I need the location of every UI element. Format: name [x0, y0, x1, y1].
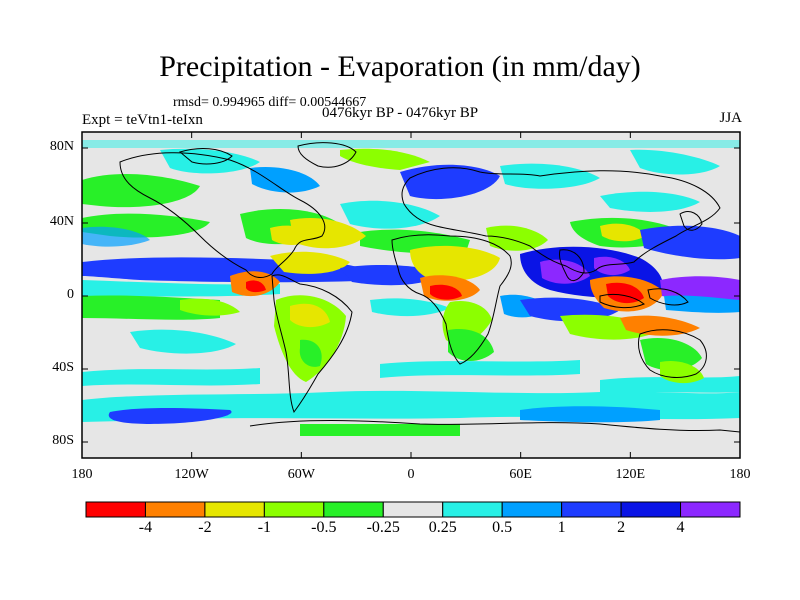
colorbar-swatch — [501, 501, 563, 518]
lon-label: 60W — [287, 467, 315, 482]
coastlines — [119, 142, 740, 433]
colorbar-swatch — [561, 501, 622, 518]
colorbar-label: 0.25 — [428, 519, 457, 536]
lon-label: 180 — [729, 467, 751, 482]
season-label: JJA — [719, 110, 742, 126]
colorbar — [85, 501, 741, 518]
lon-label: 60E — [509, 467, 532, 482]
colorbar-label: -2 — [198, 519, 212, 536]
colorbar-label: 0.5 — [492, 519, 513, 536]
axis-ticks — [81, 132, 741, 458]
colorbar-label: 2 — [617, 519, 626, 536]
colorbar-swatch — [680, 501, 741, 518]
colorbar-swatch — [144, 501, 206, 518]
rmsd-diff-stats: rmsd= 0.994965 diff= 0.00544667 — [173, 95, 367, 110]
colorbar-swatch — [620, 501, 682, 518]
colorbar-swatch — [442, 501, 503, 518]
colorbar-label: -0.25 — [366, 519, 400, 536]
colorbar-swatch — [263, 501, 325, 518]
colorbar-label: 4 — [676, 519, 685, 536]
period-label: 0476kyr BP - 0476kyr BP — [322, 105, 479, 121]
lon-label: 0 — [407, 467, 415, 482]
lon-label: 120E — [615, 467, 646, 482]
colorbar-label: -4 — [138, 519, 153, 536]
lat-label: 80S — [52, 433, 74, 448]
colorbar-swatch — [204, 501, 265, 518]
colorbar-swatch — [382, 501, 444, 518]
lon-label: 180 — [71, 467, 93, 482]
map-title: Precipitation - Evaporation (in mm/day) — [159, 50, 641, 83]
colorbar-label: 1 — [557, 519, 566, 536]
colorbar-swatch — [85, 501, 146, 518]
colorbar-swatch — [323, 501, 384, 518]
experiment-label: Expt = teVtn1-teIxn — [82, 112, 203, 128]
lat-label: 80N — [49, 139, 74, 154]
lon-label: 120W — [174, 467, 209, 482]
lat-label: 40N — [49, 214, 74, 229]
lat-label: 40S — [52, 360, 74, 375]
colorbar-label: -0.5 — [311, 519, 337, 536]
map-field — [82, 132, 740, 458]
lat-label: 0 — [67, 287, 74, 302]
colorbar-label: -1 — [257, 519, 272, 536]
